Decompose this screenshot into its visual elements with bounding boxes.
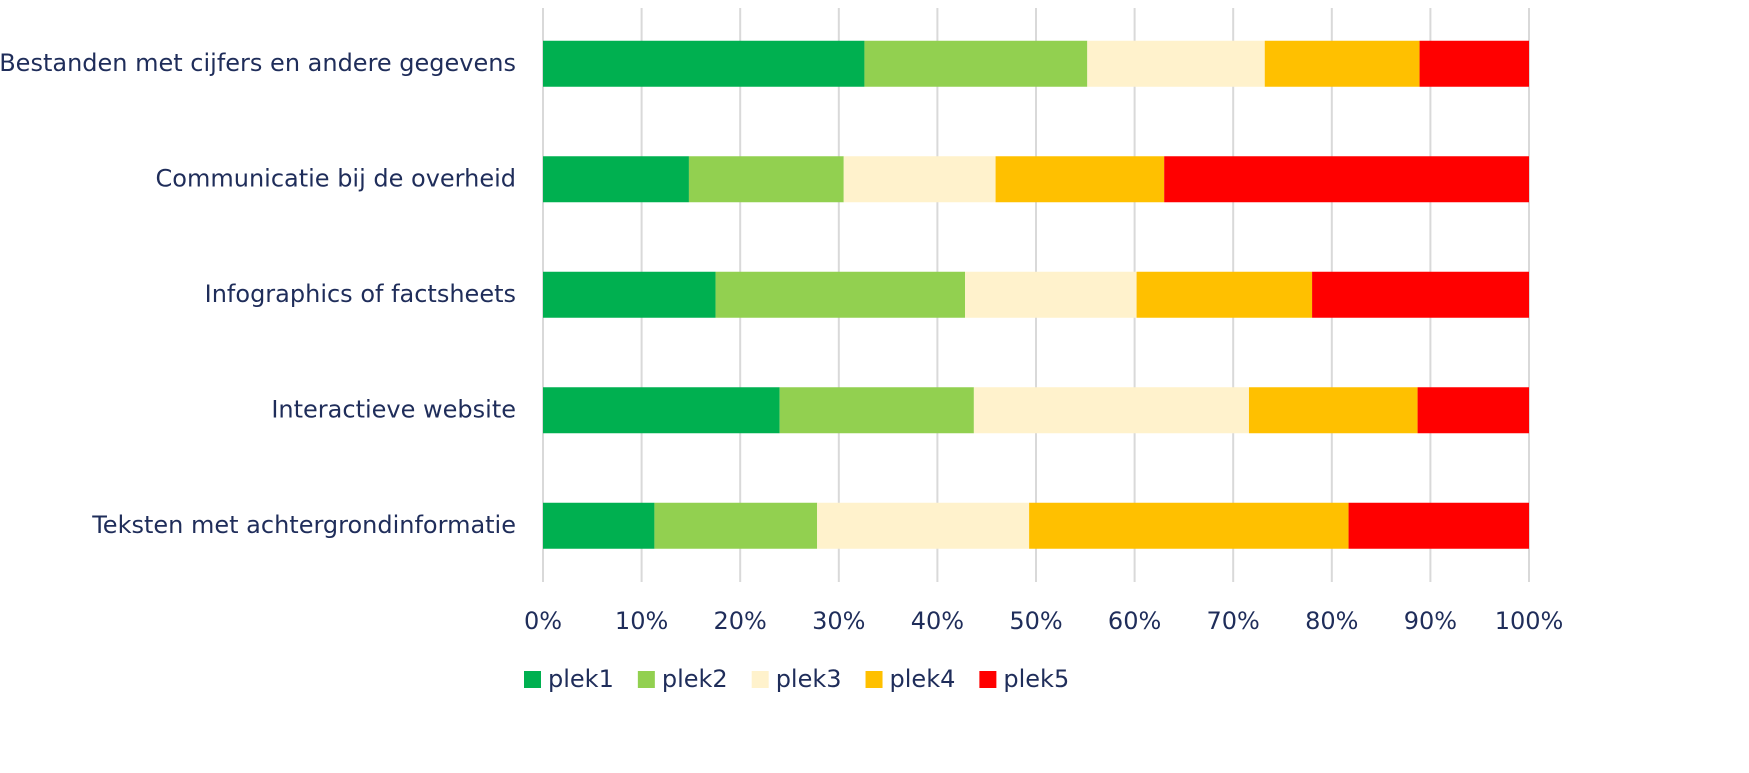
x-tick-label: 50% — [1009, 607, 1062, 635]
bar-segment — [1164, 156, 1529, 203]
y-tick-label: Teksten met achtergrondinformatie — [91, 511, 516, 539]
bar-segment — [973, 387, 1249, 434]
bar-segment — [995, 156, 1165, 203]
x-tick-label: 0% — [524, 607, 562, 635]
x-tick-label: 10% — [615, 607, 668, 635]
legend-swatch — [979, 671, 997, 688]
legend-swatch — [751, 671, 769, 688]
bar-segment — [715, 271, 966, 318]
x-tick-label: 60% — [1108, 607, 1161, 635]
legend-label: plek4 — [890, 665, 956, 693]
bar-segment — [543, 156, 689, 203]
bar-segment — [864, 40, 1088, 87]
y-tick-label: Interactieve website — [271, 395, 516, 423]
x-tick-label: 80% — [1305, 607, 1358, 635]
bar-segment — [1029, 502, 1349, 549]
legend-label: plek2 — [662, 665, 728, 693]
bar-segment — [543, 387, 780, 434]
bar-segment — [543, 271, 716, 318]
legend-swatch — [865, 671, 883, 688]
bar-segment — [1419, 40, 1529, 87]
bar-segment — [1136, 271, 1313, 318]
bar-segment — [1264, 40, 1420, 87]
bar-segment — [543, 40, 865, 87]
x-tick-label: 40% — [911, 607, 964, 635]
legend-swatch — [637, 671, 655, 688]
bar-segment — [1417, 387, 1529, 434]
legend-swatch — [524, 671, 541, 688]
y-tick-label: Bestanden met cijfers en andere gegevens — [0, 49, 516, 77]
x-tick-label: 30% — [812, 607, 865, 635]
bar-segment — [1087, 40, 1265, 87]
legend-label: plek5 — [1003, 665, 1069, 693]
bar-segment — [1248, 387, 1418, 434]
x-tick-label: 90% — [1404, 607, 1457, 635]
y-tick-label: Communicatie bij de overheid — [156, 164, 516, 192]
x-tick-label: 70% — [1207, 607, 1260, 635]
legend-label: plek1 — [548, 665, 614, 693]
legend-label: plek3 — [776, 665, 842, 693]
bar-segment — [843, 156, 996, 203]
bar-segment — [688, 156, 844, 203]
bar-segment — [817, 502, 1030, 549]
x-tick-label: 20% — [714, 607, 767, 635]
bar-segment — [965, 271, 1137, 318]
bar-segment — [654, 502, 818, 549]
bar-segment — [543, 502, 655, 549]
bar-segment — [779, 387, 974, 434]
x-tick-label: 100% — [1495, 607, 1564, 635]
bar-segment — [1348, 502, 1529, 549]
y-tick-label: Infographics of factsheets — [205, 280, 516, 308]
bar-segment — [1312, 271, 1529, 318]
